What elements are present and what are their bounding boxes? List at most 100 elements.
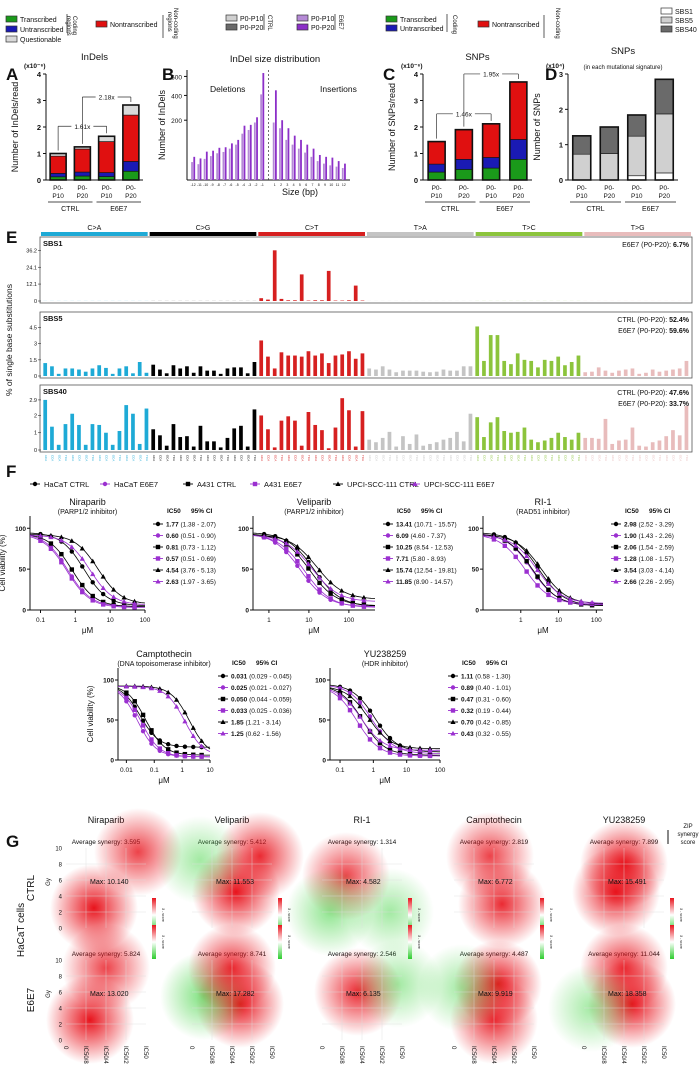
bar-e6e7-p0-p10 — [341, 168, 344, 180]
data-point — [80, 582, 85, 588]
ic50-legend-marker — [220, 719, 226, 724]
data-point — [132, 707, 137, 713]
bar-e6e7-p0-p10 — [297, 148, 300, 180]
data-point — [59, 559, 64, 565]
bar-segment-nontranscribed — [427, 141, 446, 165]
sbs-bar — [630, 368, 635, 376]
y-tick-label: 100 — [103, 678, 114, 685]
x-tick-label: 4 — [293, 183, 295, 187]
context-label: ACA — [341, 455, 345, 461]
legend-e6e7-label: E6E7 — [337, 15, 343, 30]
data-point — [567, 596, 573, 601]
x-tick-label: 2 — [280, 183, 282, 187]
x-tick-label: 100 — [591, 617, 602, 624]
synergy-region — [458, 860, 546, 948]
sbs-bar — [198, 366, 203, 376]
sbs-bar — [347, 410, 351, 450]
group-label-e6e7: E6E7 — [642, 206, 659, 213]
legend-coding-label-2: regions — [65, 16, 71, 36]
context-label: GCA — [84, 455, 88, 462]
context-label: TCA — [253, 455, 257, 461]
sbs-bar — [293, 420, 297, 450]
bar-e6e7-p0-p10 — [323, 163, 325, 180]
panel-D-title: SNPs — [611, 46, 636, 57]
group-label-ctrl: CTRL — [586, 206, 604, 213]
data-point — [140, 723, 146, 728]
data-point — [556, 590, 562, 596]
data-point — [48, 534, 54, 540]
annotation-bg — [480, 69, 503, 78]
y-tick-label: 1 — [559, 141, 563, 150]
legend-sbs40-swatch — [660, 25, 673, 33]
sbs-bar — [171, 424, 176, 450]
context-label: ACA — [98, 455, 102, 461]
x-tick-label: IC50 — [530, 1046, 536, 1059]
sbs-bar — [353, 358, 358, 376]
ic50-legend-marker — [220, 730, 226, 736]
bar-e6e7-p0-p10 — [203, 158, 206, 180]
data-point — [182, 753, 188, 759]
context-label: ACA — [71, 455, 75, 461]
data-point — [387, 750, 393, 755]
data-point — [367, 727, 373, 733]
y-tick-label: 0 — [22, 608, 26, 615]
legend-e6e7-p10-swatch — [296, 14, 309, 22]
sbs-bar — [684, 405, 689, 450]
context-label: GCA — [165, 455, 169, 462]
sbs-bar — [212, 441, 216, 450]
fit-curve — [252, 535, 376, 602]
x-tick-label: IC50 — [398, 1046, 404, 1059]
bar-segment-sbs5 — [572, 153, 592, 181]
sbs-bar — [313, 300, 318, 301]
sbs-bar — [677, 368, 682, 376]
x-tick-label: P10 — [485, 193, 497, 200]
context-label: TCA — [307, 455, 311, 461]
max-synergy-label: Max: 17.282 — [216, 991, 255, 998]
sbs-bar — [617, 440, 621, 450]
data-point — [305, 554, 312, 560]
y-tick-label: 100 — [238, 526, 249, 533]
sbs-bar — [603, 418, 608, 450]
data-point — [182, 718, 188, 724]
sbs-bar — [671, 430, 675, 450]
data-point — [80, 564, 85, 569]
data-point — [350, 596, 356, 601]
x-tick-label: 0 — [580, 1046, 586, 1050]
bar-e6e7-p0-p10 — [253, 122, 256, 180]
ic50-legend-marker — [450, 696, 456, 702]
fit-curve — [329, 684, 440, 753]
bar-e6e7-p0-p20 — [237, 139, 240, 180]
annotation-bg — [95, 93, 118, 102]
sbs-bar — [401, 370, 405, 376]
ic50-entry: 15.74 (12.54 - 19.81) — [396, 568, 457, 575]
ic50-legend-marker — [385, 533, 391, 538]
context-label: GCA — [624, 455, 628, 462]
legend-ctrl-p20-label: P0-P20 — [240, 25, 263, 32]
sbs-bar — [252, 409, 257, 450]
x-tick-label: IC50/2 — [122, 1046, 128, 1064]
x-tick-label: 0.1 — [336, 767, 345, 774]
sbs-bar — [529, 439, 534, 450]
colorbar-axis-label: δ - score — [161, 908, 165, 922]
x-tick-label: IC50/4 — [620, 1046, 626, 1064]
x-tick-label: P0- — [486, 185, 496, 192]
data-point — [502, 543, 508, 548]
max-synergy-label: Max: 9.919 — [478, 991, 513, 998]
sbs-bar — [299, 356, 304, 376]
y-tick-label: 2 — [34, 413, 37, 419]
sbs-bar — [158, 369, 162, 376]
legend-marker-triangle — [335, 481, 341, 486]
bar-outline — [49, 152, 67, 181]
data-point — [357, 700, 363, 705]
sbs-bar — [252, 362, 257, 376]
bar-e6e7-p0-p10 — [304, 152, 306, 180]
synergy-map-e6e7-niraparib: Average synergy: 5.824Max: 13.0200246810… — [46, 924, 165, 1064]
data-point — [350, 592, 356, 598]
context-label: CCA — [483, 455, 487, 461]
ic50-entry: 1.90 (1.43 - 2.26) — [624, 533, 674, 540]
data-point — [339, 597, 344, 603]
signature-box-sbs5 — [39, 311, 693, 379]
legend-label: A431 CTRL — [197, 480, 236, 489]
bar-e6e7-p0-p20 — [331, 157, 334, 180]
context-label: TCA — [658, 455, 662, 461]
